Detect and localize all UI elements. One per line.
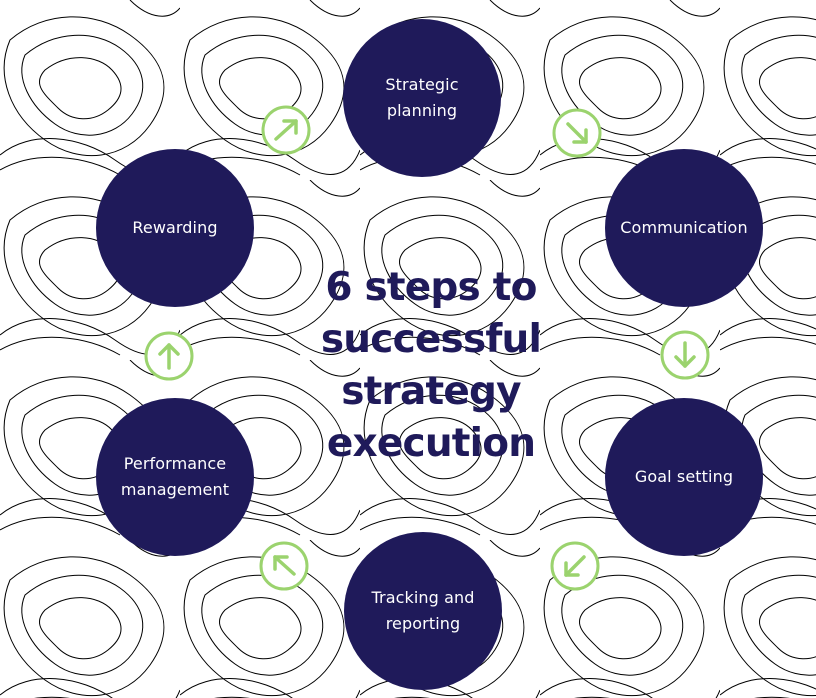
step-communication: Communication xyxy=(605,149,763,307)
step-tracking-and-reporting: Tracking and reporting xyxy=(344,532,502,690)
diagram-title: 6 steps to successful strategy execution xyxy=(266,262,596,470)
step-label: Goal setting xyxy=(634,467,734,486)
step-label: Strategic planning xyxy=(385,75,459,120)
arrow-up-right-icon xyxy=(259,103,313,157)
step-strategic-planning: Strategic planning xyxy=(343,19,501,177)
step-label: Communication xyxy=(620,218,748,237)
title-line-3: strategy xyxy=(341,369,521,414)
arrow-down-left-icon xyxy=(548,539,602,593)
title-line-4: execution xyxy=(326,421,536,466)
arrow-up-left-icon xyxy=(257,539,311,593)
step-label: Rewarding xyxy=(132,218,218,237)
step-label: Tracking and reporting xyxy=(371,588,475,633)
title-line-2: successful xyxy=(320,317,542,362)
step-label: Performance management xyxy=(120,454,230,499)
arrow-down-icon xyxy=(658,328,712,382)
step-rewarding: Rewarding xyxy=(96,149,254,307)
step-performance-management: Performance management xyxy=(96,398,254,556)
arrow-down-right-icon xyxy=(550,106,604,160)
arrow-up-icon xyxy=(142,329,196,383)
title-line-1: 6 steps to xyxy=(325,265,537,310)
step-goal-setting: Goal setting xyxy=(605,398,763,556)
